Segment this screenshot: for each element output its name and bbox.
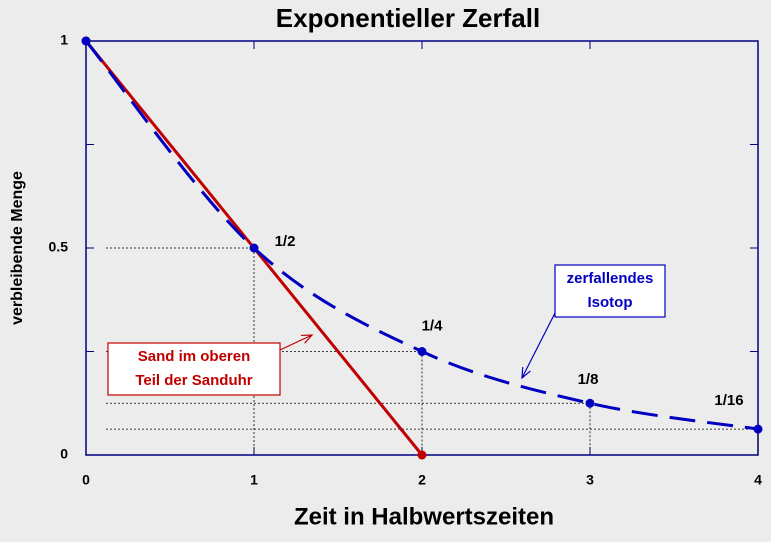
x-tick-label: 0 (82, 472, 90, 488)
annotation-box (554, 264, 666, 318)
annotation-box (107, 342, 281, 396)
value-label: 1/4 (422, 317, 444, 334)
x-tick-label: 4 (754, 472, 762, 488)
value-label: 1/8 (578, 371, 599, 388)
y-tick-label: 1 (60, 32, 68, 48)
x-tick-label: 2 (418, 472, 426, 488)
x-tick-label: 3 (586, 472, 594, 488)
y-tick-label: 0 (60, 446, 68, 462)
data-point (417, 450, 427, 460)
annotation-text: Isotop (588, 294, 633, 311)
data-point (81, 36, 91, 46)
data-point (249, 243, 259, 253)
x-tick-label: 1 (250, 472, 258, 488)
value-label: 1/16 (714, 392, 743, 409)
series-line (84, 40, 759, 431)
annotation-arrow (521, 312, 556, 379)
annotation-text: zerfallendes (567, 270, 654, 287)
annotation-text: Teil der Sanduhr (135, 372, 252, 389)
chart-title: Exponentieller Zerfall (276, 3, 540, 33)
arrow-head (300, 334, 314, 344)
annotation-text: Sand im oberen (138, 348, 251, 365)
value-label: 1/2 (275, 233, 296, 250)
arrow-head (521, 366, 531, 380)
data-point (753, 424, 763, 434)
y-axis-title: verbleibende Menge (9, 171, 26, 325)
annotation-arrow (279, 334, 313, 351)
x-axis-title: Zeit in Halbwertszeiten (294, 503, 554, 530)
data-point (585, 398, 595, 408)
y-tick-label: 0.5 (49, 239, 69, 255)
data-point (417, 347, 427, 356)
